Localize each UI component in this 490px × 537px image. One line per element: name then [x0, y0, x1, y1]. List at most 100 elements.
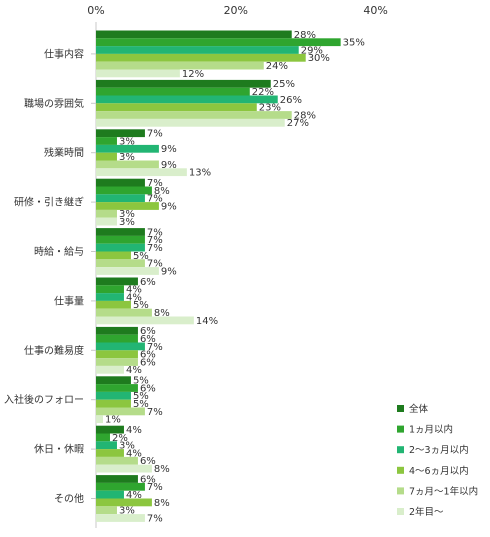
data-label: 4%: [126, 365, 142, 376]
data-label: 27%: [287, 118, 309, 129]
bar: [96, 144, 159, 153]
legend-label: 全体: [409, 403, 429, 415]
bar: [96, 118, 285, 127]
data-label: 3%: [119, 209, 135, 220]
data-label: 5%: [133, 300, 149, 311]
bar: [96, 277, 138, 286]
data-label: 4%: [126, 448, 142, 459]
data-label: 9%: [161, 266, 177, 277]
bar: [96, 53, 306, 62]
data-label: 8%: [154, 498, 170, 509]
bar: [96, 391, 131, 400]
data-label: 6%: [140, 277, 156, 288]
bar: [96, 464, 152, 473]
data-label: 7%: [147, 482, 163, 493]
category-label: 仕事量: [54, 294, 84, 307]
data-label: 6%: [140, 383, 156, 394]
data-label: 7%: [147, 513, 163, 524]
data-label: 14%: [196, 316, 218, 327]
category-label: 職場の雰囲気: [24, 97, 84, 110]
data-label: 6%: [140, 357, 156, 368]
legend-label: 4～6ヵ月以内: [409, 465, 469, 477]
bar: [96, 69, 180, 78]
category-label: 入社後のフォロー: [4, 393, 84, 406]
data-label: 24%: [266, 61, 288, 72]
data-label: 4%: [126, 425, 142, 436]
data-label: 5%: [133, 391, 149, 402]
legend-label: 7ヵ月～1年以内: [409, 485, 478, 497]
bar: [96, 194, 145, 203]
bar: [96, 168, 187, 177]
legend-label: 2年目～: [409, 506, 444, 518]
bar: [96, 79, 271, 88]
bar: [96, 506, 117, 515]
data-label: 22%: [252, 87, 274, 98]
data-label: 4%: [126, 490, 142, 501]
data-label: 7%: [147, 178, 163, 189]
data-label: 9%: [161, 160, 177, 171]
data-label: 6%: [140, 350, 156, 361]
bar: [96, 342, 145, 351]
data-label: 26%: [280, 95, 302, 106]
data-labels-layer: 28%35%29%30%24%12%25%22%26%23%28%27%7%3%…: [105, 30, 365, 525]
data-label: 28%: [294, 30, 316, 41]
bar: [96, 475, 138, 483]
bar: [96, 111, 292, 119]
data-label: 7%: [147, 407, 163, 418]
data-label: 25%: [273, 79, 295, 90]
data-label: 30%: [308, 53, 330, 64]
data-label: 9%: [161, 144, 177, 155]
bar: [96, 186, 152, 195]
bar: [96, 490, 124, 499]
bar: [96, 217, 117, 226]
data-label: 29%: [301, 45, 323, 56]
data-label: 3%: [119, 441, 135, 452]
bar: [96, 285, 124, 294]
data-label: 5%: [133, 399, 149, 410]
category-label: 時給・給与: [34, 245, 84, 258]
data-label: 28%: [294, 110, 316, 121]
bar: [96, 482, 145, 491]
bar: [96, 152, 117, 161]
legend: 全体 1ヵ月以内 2～3ヵ月以内 4～6ヵ月以内 7ヵ月～1年以内 2年目～: [397, 403, 478, 518]
data-label: 23%: [259, 103, 281, 114]
bar: [96, 365, 124, 374]
bar: [96, 178, 145, 187]
category-label: 仕事の難易度: [24, 344, 84, 357]
bar: [96, 259, 145, 268]
bar: [96, 316, 194, 325]
bar: [96, 326, 138, 335]
bar: [96, 293, 124, 301]
data-label: 6%: [140, 474, 156, 485]
data-label: 35%: [343, 38, 365, 49]
bar: [96, 334, 138, 343]
bar: [96, 407, 145, 416]
category-label: その他: [54, 492, 84, 505]
bar: [96, 300, 131, 309]
bar: [96, 209, 117, 218]
data-label: 6%: [140, 326, 156, 337]
bar: [96, 449, 124, 457]
x-tick-label: 0%: [87, 4, 104, 17]
legend-swatch: [397, 425, 404, 433]
bar: [96, 415, 103, 424]
bar: [96, 87, 250, 96]
bar: [96, 235, 145, 244]
category-label: 残業時間: [44, 146, 84, 159]
data-label: 4%: [126, 285, 142, 296]
legend-swatch: [397, 405, 404, 412]
data-label: 8%: [154, 308, 170, 319]
data-label: 7%: [147, 235, 163, 246]
data-label: 8%: [154, 186, 170, 197]
legend-swatch: [397, 446, 404, 454]
category-label: 仕事内容: [44, 47, 84, 60]
bars-layer: [96, 30, 341, 522]
bar: [96, 160, 159, 169]
data-label: 8%: [154, 464, 170, 475]
bar: [96, 308, 152, 317]
bar: [96, 267, 159, 275]
bar: [96, 514, 145, 522]
data-label: 12%: [182, 69, 204, 80]
bar: [96, 456, 138, 465]
